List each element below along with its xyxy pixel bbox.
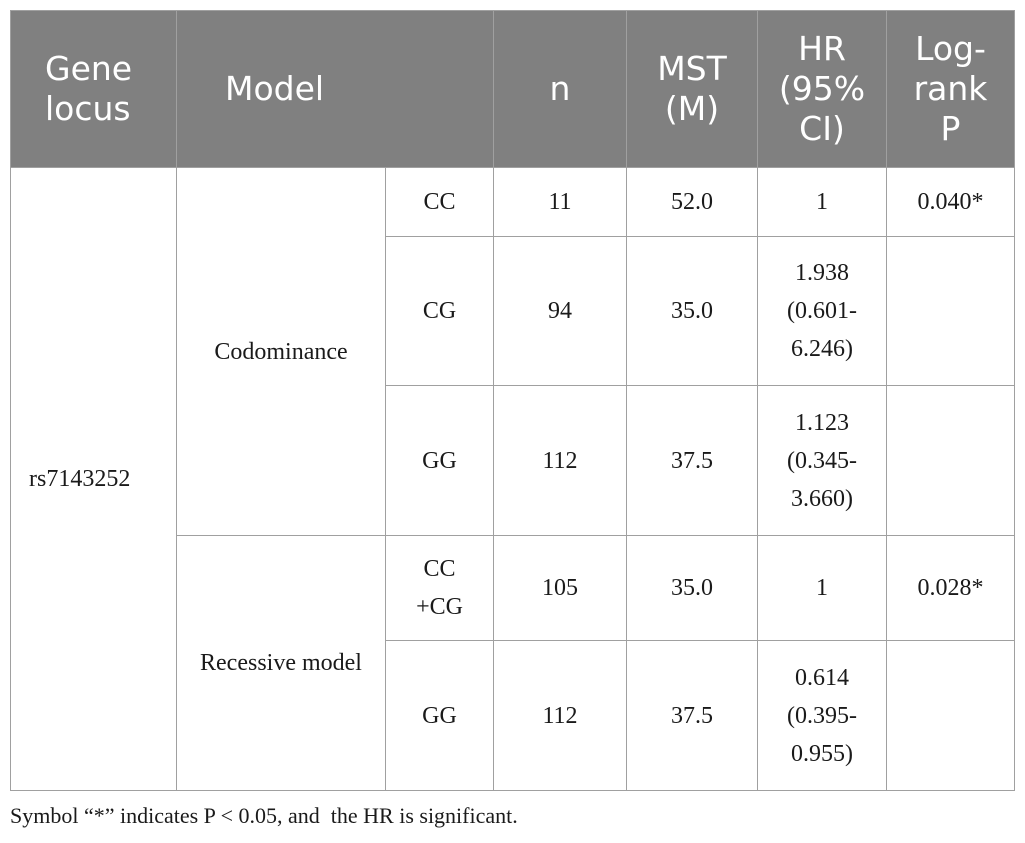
p-value [886, 236, 1015, 386]
mst: 37.5 [626, 385, 758, 536]
mst: 37.5 [626, 640, 758, 791]
n: 112 [493, 385, 627, 536]
header-cell: HR (95% CI) [757, 10, 887, 168]
p-value [886, 640, 1015, 791]
p-value: 0.028* [886, 535, 1015, 641]
hr: 1 [757, 167, 887, 237]
header-cell: Model [176, 10, 494, 168]
mst: 35.0 [626, 535, 758, 641]
model: Recessive model [176, 535, 386, 791]
row: rs7143252 Codominance CC 11 52.0 1 0.040… [10, 167, 1015, 791]
n: 11 [493, 167, 627, 237]
header-cell: n [493, 10, 627, 168]
gene-locus: rs7143252 [10, 167, 177, 791]
hr: 1 [757, 535, 887, 641]
genotype: GG [385, 640, 494, 791]
hr: 1.123 (0.345-3.660) [757, 385, 887, 536]
model: Codominance [176, 167, 386, 536]
hr: 1.938 (0.601-6.246) [757, 236, 887, 386]
n: 105 [493, 535, 627, 641]
row: GG 112 37.5 1.123 (0.345-3.660) [11, 385, 1015, 536]
row: GG 112 37.5 0.614 (0.395-0.955) [11, 640, 1015, 791]
genotype: CG [385, 236, 494, 386]
n: 112 [493, 640, 627, 791]
header-cell: Log-rank P [886, 10, 1015, 168]
header-cell: Gene locus [10, 10, 177, 168]
n: 94 [493, 236, 627, 386]
genotype: CC [385, 167, 494, 237]
genotype: CC +CG [385, 535, 494, 641]
p-value: 0.040* [886, 167, 1015, 237]
data-table: Gene locus Model n MST (M) HR (95% CI) L… [10, 10, 1015, 791]
row: Recessive model CC +CG 105 35.0 1 0.028* [11, 535, 1015, 791]
mst: 52.0 [626, 167, 758, 237]
header-row: Gene locus Model n MST (M) HR (95% CI) L… [10, 10, 1015, 168]
hr: 0.614 (0.395-0.955) [757, 640, 887, 791]
header-cell: MST (M) [626, 10, 758, 168]
footnote: Symbol “*” indicates P < 0.05, and the H… [10, 803, 518, 828]
p-value [886, 385, 1015, 536]
mst: 35.0 [626, 236, 758, 386]
genotype: GG [385, 385, 494, 536]
